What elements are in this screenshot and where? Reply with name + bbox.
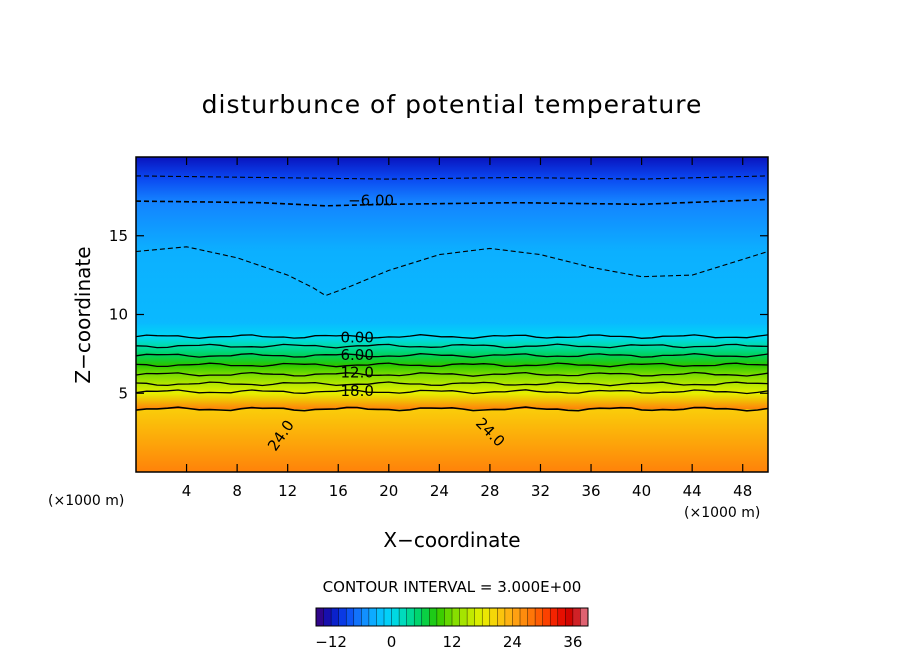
dashed-contour-line: [136, 175, 768, 180]
colorbar-tick-label: 24: [503, 633, 522, 651]
colorbar-cell: [316, 608, 324, 626]
colorbar-cell: [346, 608, 355, 626]
temperature-field: [136, 157, 768, 472]
colorbar-tick-label: 36: [563, 633, 582, 651]
contour-label: 12.0: [340, 363, 373, 381]
chart-title: disturbunce of potential temperature: [202, 90, 703, 119]
colorbar-cell: [467, 608, 475, 626]
colorbar-frame: [315, 607, 589, 627]
colorbar-cell: [338, 608, 347, 626]
colorbar-cell: [512, 608, 521, 626]
y-axis-ticks: 5 10 15: [109, 227, 768, 402]
contour-label: 18.0: [340, 382, 373, 400]
colorbar-cell: [482, 608, 491, 626]
solid-contour-line: [136, 343, 768, 349]
colorbar-cell: [406, 608, 415, 626]
x-tick-label: 12: [278, 482, 297, 500]
colorbar-tick-label: 0: [387, 633, 397, 651]
colorbar-cell: [399, 608, 407, 626]
dashed-contour-line: [136, 198, 768, 207]
colorbar-cell: [520, 608, 528, 626]
colorbar-tick-label: 12: [442, 633, 461, 651]
colorbar-tick-label: −12: [315, 633, 347, 651]
colorbar-cell: [572, 608, 581, 626]
dashed-contour-line: [136, 246, 768, 297]
y-tick-label: 15: [109, 227, 128, 245]
colorbar-cell: [542, 608, 551, 626]
colorbar-cell: [580, 608, 589, 626]
x-axis-ticks: 4 8 12 16 20 24 28 32 36 40 44 48: [182, 157, 752, 500]
x-tick-label: 36: [581, 482, 600, 500]
x-tick-label: 4: [182, 482, 192, 500]
colorbar: [315, 607, 589, 627]
colorbar-cell: [452, 608, 460, 626]
colorbar-cell: [361, 608, 370, 626]
colorbar-cell: [504, 608, 513, 626]
solid-contour-line: [136, 362, 768, 368]
colorbar-cell: [429, 608, 438, 626]
colorbar-cell: [557, 608, 566, 626]
x-axis-unit: (×1000 m): [684, 505, 760, 521]
y-axis-unit: (×1000 m): [48, 493, 124, 509]
solid-contour-line: [136, 389, 768, 395]
x-tick-label: 28: [480, 482, 499, 500]
colorbar-cell: [527, 608, 536, 626]
colorbar-cell: [391, 608, 400, 626]
solid-contour-line: [136, 334, 768, 339]
contour-label: −6.00: [348, 192, 394, 210]
solid-contour-line: [136, 371, 768, 377]
colorbar-cell: [368, 608, 377, 626]
x-tick-label: 8: [232, 482, 242, 500]
colorbar-cell: [384, 608, 392, 626]
x-tick-label: 20: [379, 482, 398, 500]
colorbar-cell: [353, 608, 362, 626]
plot-area: [136, 157, 768, 472]
y-tick-label: 10: [109, 306, 128, 324]
colorbar-cell: [474, 608, 483, 626]
x-axis-label: X−coordinate: [383, 528, 520, 552]
colorbar-cell: [459, 608, 468, 626]
colorbar-cell: [565, 608, 574, 626]
contour-label: 6.00: [340, 346, 373, 364]
contour-lines: [136, 175, 768, 412]
colorbar-cell: [489, 608, 498, 626]
colorbar-cell: [497, 608, 506, 626]
x-tick-label: 40: [632, 482, 651, 500]
x-tick-label: 32: [531, 482, 550, 500]
colorbar-cell: [414, 608, 423, 626]
x-tick-label: 16: [329, 482, 348, 500]
solid-contour-line: [136, 381, 768, 387]
colorbar-cell: [436, 608, 445, 626]
y-axis-label: Z−coordinate: [71, 246, 95, 383]
colorbar-cell: [535, 608, 543, 626]
colorbar-cell: [444, 608, 453, 626]
x-tick-label: 44: [683, 482, 702, 500]
colorbar-cell: [331, 608, 339, 626]
colorbar-cell: [421, 608, 430, 626]
colorbar-cell: [376, 608, 385, 626]
colorbar-cell: [323, 608, 332, 626]
contour-interval-text: CONTOUR INTERVAL = 3.000E+00: [323, 578, 582, 596]
contour-label: 0.00: [340, 329, 373, 347]
colorbar-cell: [550, 608, 559, 626]
colorbar-ticks: −12 0 12 24 36: [315, 633, 582, 651]
x-tick-label: 24: [430, 482, 449, 500]
solid-contour-line: [136, 353, 768, 358]
solid-contour-line: [136, 406, 768, 412]
x-tick-label: 48: [733, 482, 752, 500]
y-tick-label: 5: [118, 384, 128, 402]
